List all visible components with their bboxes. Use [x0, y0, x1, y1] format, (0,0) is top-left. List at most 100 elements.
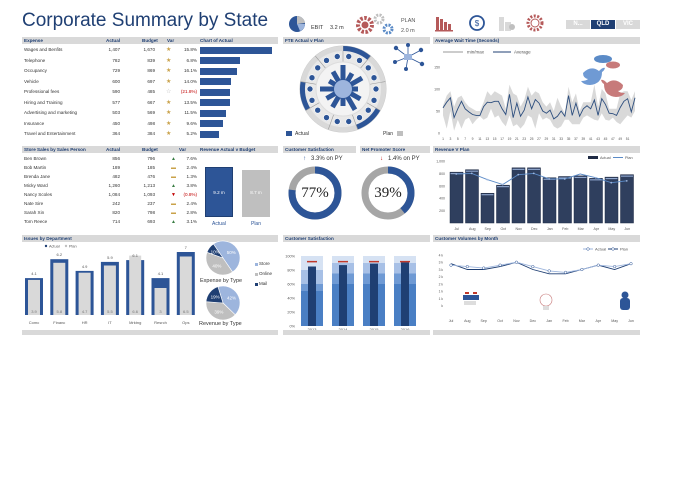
actual-point: [547, 269, 551, 273]
satisfaction-header: Customer Satisfaction: [283, 146, 356, 153]
star-icon: ★: [166, 47, 172, 53]
state-tab-vic[interactable]: VIC: [616, 20, 640, 29]
sales-budget: 1,213: [143, 183, 156, 188]
star-icon: ★: [166, 131, 172, 137]
pie-slice-online: [205, 251, 234, 276]
sales-actual: 1,084: [108, 192, 121, 197]
bulb-base: [543, 306, 549, 310]
sales-person-name: Micky Ward: [24, 183, 48, 188]
sales-var: 3.8%: [186, 183, 197, 188]
legend-minmax: min/max: [467, 50, 485, 55]
expense-var: 15.8%: [183, 47, 197, 52]
x-tick: 47: [611, 137, 615, 141]
flag: [465, 292, 469, 294]
expense-actual: 590: [112, 89, 120, 94]
x-tick: 2016: [401, 327, 411, 330]
wheel-node: [356, 57, 363, 64]
y-tick: 800: [439, 172, 445, 176]
actual-line: [450, 261, 632, 273]
expense-bar: [200, 88, 231, 96]
star-icon: ★: [166, 68, 172, 74]
trend-flat-icon: ▬: [171, 165, 176, 171]
wheel-hub: [334, 80, 352, 98]
wheel-node: [314, 106, 322, 114]
actual-point: [482, 266, 486, 270]
x-tick: Aug: [464, 319, 470, 323]
x-tick: Sep: [481, 319, 487, 323]
expense-bar: [200, 46, 272, 54]
sales-person-name: Sarah Xin: [24, 210, 45, 215]
col-var: Var: [179, 147, 187, 152]
dollar-cycle-icon: $: [469, 15, 485, 31]
satisfaction-change: 3.3% on PY: [311, 156, 343, 162]
x-tick: 17: [500, 137, 504, 141]
pie-slice-mail: [205, 286, 224, 304]
sales-actual: 189: [112, 165, 120, 170]
y-tick: 1,000: [436, 160, 445, 164]
top-icons: $: [435, 14, 544, 32]
x-tick: 51: [626, 137, 630, 141]
donut-value: [361, 166, 415, 220]
expense-actual: 450: [112, 120, 120, 126]
plan-label: 4.7: [82, 309, 88, 314]
arrow-up-icon: ↑: [303, 156, 306, 162]
fte-legend-actual-swatch: [286, 131, 292, 136]
x-tick: May: [611, 319, 618, 323]
wheel-segment: [300, 56, 319, 83]
flag: [464, 301, 476, 305]
x-tick: Mrktng: [129, 320, 141, 325]
x-tick: 5: [457, 137, 459, 141]
plan-bar: [78, 272, 91, 315]
sales-actual: 1,260: [108, 183, 121, 188]
expense-actual: 729: [112, 68, 120, 73]
x-tick: Jul: [454, 227, 459, 231]
expense-name: Travel and Entertainment: [24, 131, 76, 136]
twitter-bird-icon: [601, 79, 625, 97]
trend-down-icon: ▼: [171, 192, 176, 198]
plan-point: [470, 172, 473, 175]
actual-bar: [620, 174, 634, 224]
state-tab-n[interactable]: N...: [566, 20, 590, 29]
x-tick: 45: [604, 137, 608, 141]
pie-slice-online: [205, 301, 236, 321]
wheel-segment: [315, 46, 343, 60]
expense-actual: 364: [112, 131, 120, 136]
expense-bar: [200, 57, 241, 64]
legend-plan: Plan: [625, 156, 633, 160]
plan-bar: [154, 288, 167, 315]
x-tick: Comc: [29, 320, 39, 325]
actual-label: 6.1: [132, 253, 138, 258]
mascot-icon: [620, 291, 630, 310]
plan-point: [563, 178, 566, 180]
revenue-actual-bar: 9.2 m: [205, 167, 233, 217]
y-tick: 3 k: [439, 268, 444, 272]
legend-actual: Actual: [595, 247, 606, 252]
legend-label: Mail: [259, 281, 268, 286]
plan-bar: [103, 265, 116, 315]
actual-label: 4.1: [31, 271, 37, 276]
plan-point: [548, 178, 551, 180]
x-tick: Resrch: [154, 320, 167, 325]
x-tick: Jun: [628, 319, 634, 323]
sales-var: (0.8%): [183, 192, 197, 197]
legend-swatch: [255, 273, 258, 276]
state-tab-qld[interactable]: QLD: [591, 20, 615, 29]
fte-wheel-chart: [299, 45, 387, 133]
volumes-header: Customer Volumes by Month: [433, 235, 640, 242]
y-tick: 80%: [287, 269, 295, 273]
bar-highlight: [605, 178, 618, 180]
legend-actual-swatch: [588, 156, 598, 159]
satisfaction-bullet-header: Customer Satisfaction: [283, 235, 430, 242]
y-tick: 60%: [287, 283, 295, 287]
plan-bar: [129, 255, 142, 315]
speech-bubble-icon: [606, 61, 620, 69]
expense-budget: 1,670: [143, 47, 156, 52]
expense-name: Hiring and Training: [24, 99, 63, 105]
twitter-bird-icon: [581, 67, 605, 85]
expense-bar: [200, 67, 238, 75]
x-tick: 33: [559, 137, 563, 141]
actual-bar: [496, 184, 510, 224]
actual-label: 6.2: [57, 252, 63, 257]
expense-budget: 697: [147, 78, 155, 84]
expense-actual: 1,407: [108, 47, 121, 52]
